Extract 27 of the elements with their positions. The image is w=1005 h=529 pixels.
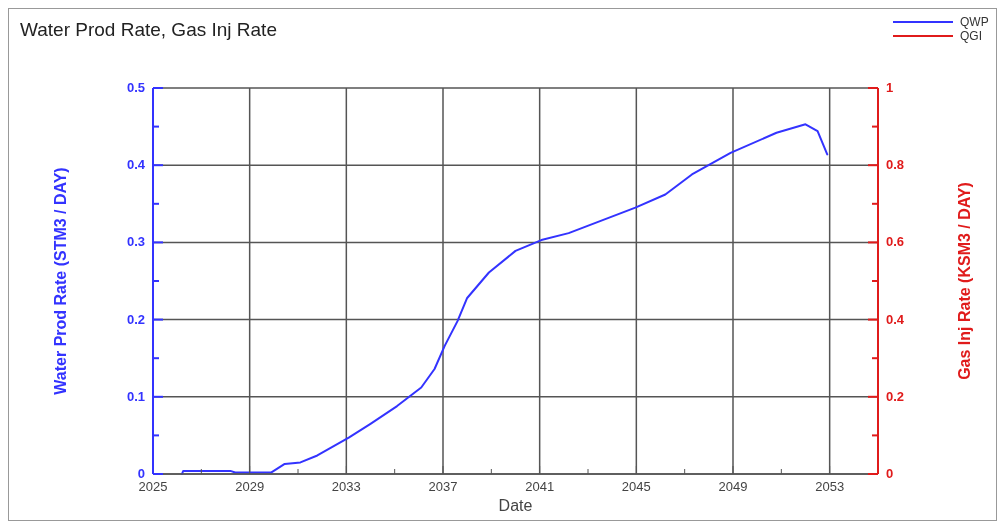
y-tick-label: 0.3: [126, 234, 145, 250]
x-tick-label: 2045: [621, 479, 651, 494]
y-tick-label: 0.2: [126, 311, 145, 327]
y-axis-title: Water Prod Rate (STM3 / DAY): [52, 167, 69, 395]
y2-tick-label: 0.4: [886, 311, 905, 327]
x-tick-label: 2033: [331, 479, 361, 494]
x-axis-title: Date: [498, 497, 533, 514]
y2-tick-label: 0.6: [886, 234, 905, 250]
y2-tick-label: 0: [886, 466, 894, 481]
y2-tick-label: 0.8: [886, 157, 905, 173]
x-tick-label: 2049: [718, 479, 748, 494]
legend-label: QWP: [960, 15, 989, 29]
y2-tick-label: 0.2: [886, 388, 905, 404]
x-tick-label: 2037: [428, 479, 458, 494]
chart-title: Water Prod Rate, Gas Inj Rate: [20, 19, 277, 40]
y2-axis-title: Gas Inj Rate (KSM3 / DAY): [956, 182, 973, 380]
y2-tick-label: 1: [886, 80, 894, 95]
x-tick-label: 2053: [815, 479, 845, 494]
x-tick-label: 2025: [138, 479, 168, 494]
y-tick-label: 0.1: [126, 388, 145, 404]
x-tick-label: 2041: [525, 479, 555, 494]
legend-label: QGI: [960, 29, 983, 43]
x-tick-label: 2029: [235, 479, 265, 494]
line-series: [181, 123, 829, 475]
y-tick-label: 0.5: [126, 80, 145, 95]
y-tick-label: 0.4: [126, 157, 146, 173]
y-tick-label: 0: [137, 466, 145, 481]
